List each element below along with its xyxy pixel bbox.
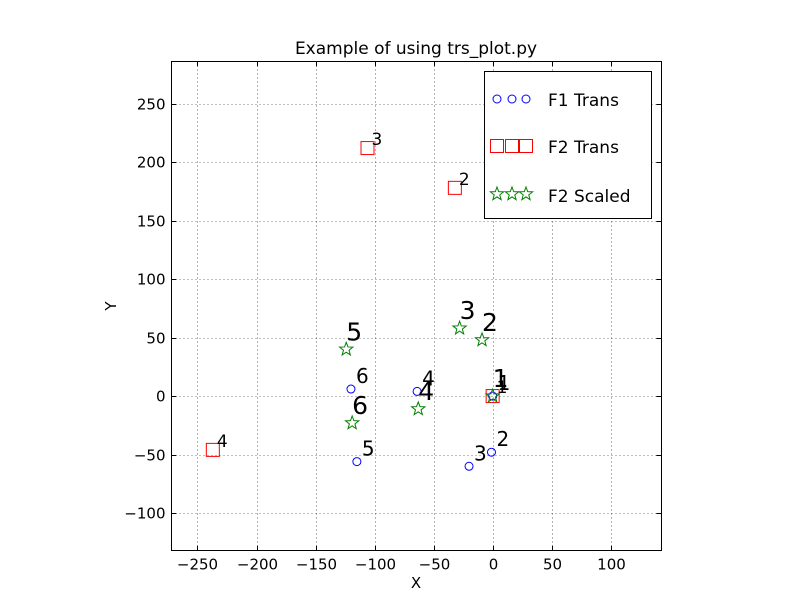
- point-label-star-1: 1: [493, 364, 509, 393]
- point-label-star-6: 6: [352, 391, 368, 420]
- data-markers: [205, 141, 501, 471]
- point-label-circle-4: 4: [422, 366, 435, 390]
- x-tick-label: 0: [489, 556, 499, 574]
- y-tick-label: 250: [137, 96, 166, 114]
- y-axis-label: Y: [102, 301, 120, 312]
- x-tick-label: −200: [237, 556, 278, 574]
- legend-marker-square: [505, 139, 519, 153]
- marker-square-4: [205, 442, 220, 457]
- point-label-square-3: 3: [372, 130, 383, 150]
- marker-star-5: [338, 340, 355, 357]
- point-label-star-5: 5: [346, 317, 362, 346]
- point-label-circle-3: 3: [474, 441, 487, 465]
- legend-entry-f2-trans: F2 Trans: [548, 138, 619, 158]
- y-tick-label: −50: [134, 447, 166, 465]
- point-label-star-2: 2: [482, 308, 498, 337]
- x-tick-label: −100: [355, 556, 396, 574]
- legend-marker-circle: [492, 94, 502, 104]
- point-label-square-4: 4: [217, 432, 228, 452]
- marker-star-3: [451, 319, 468, 336]
- y-tick-label: 0: [156, 388, 166, 406]
- point-label-circle-2: 2: [496, 427, 509, 451]
- x-axis-label: X: [411, 574, 421, 592]
- point-label-square-2: 2: [459, 170, 470, 190]
- plot-frame: [171, 61, 662, 551]
- marker-circle-4: [412, 386, 422, 396]
- legend-markers: [488, 94, 535, 201]
- x-tick-label: 50: [543, 556, 562, 574]
- point-label-circle-1: 1: [498, 371, 511, 395]
- legend-marker-circle: [521, 94, 531, 104]
- marker-square-3: [360, 141, 375, 156]
- marker-circle-2: [486, 447, 496, 457]
- y-tick-label: −100: [124, 505, 165, 523]
- marker-circle-6: [346, 384, 356, 394]
- marker-square-2: [447, 180, 462, 195]
- grid: [171, 61, 662, 551]
- legend-marker-star: [517, 185, 535, 201]
- y-tick-label: 100: [137, 271, 166, 289]
- marker-star-6: [344, 414, 361, 430]
- marker-star-2: [473, 331, 491, 347]
- marker-circle-3: [464, 461, 474, 471]
- legend-marker-star: [488, 185, 506, 201]
- point-label-circle-6: 6: [356, 364, 369, 388]
- y-tick-label: 150: [137, 213, 166, 231]
- legend-marker-square: [490, 139, 504, 153]
- point-label-star-3: 3: [460, 296, 476, 325]
- x-tick-label: 100: [597, 556, 626, 574]
- legend: F1 Trans F2 Trans F2 Scaled: [484, 71, 652, 219]
- marker-star-1: [484, 387, 501, 403]
- x-tick-label: −150: [296, 556, 337, 574]
- axis-ticks: −250 −200 −150 −100 −50 0 50 100−100−5005010015…: [124, 61, 662, 574]
- x-tick-label: −250: [177, 556, 218, 574]
- chart-title: Example of using trs_plot.py: [295, 39, 537, 59]
- point-label-star-4: 4: [418, 377, 434, 406]
- marker-star-4: [410, 400, 427, 416]
- legend-entry-f2-scaled: F2 Scaled: [548, 187, 631, 207]
- legend-box: [484, 71, 652, 219]
- legend-entry-f1-trans: F1 Trans: [548, 91, 619, 111]
- x-tick-label: −50: [419, 556, 451, 574]
- marker-circle-5: [352, 457, 362, 467]
- point-label-square-1: 1: [497, 378, 508, 398]
- legend-marker-square: [519, 139, 533, 153]
- point-label-circle-5: 5: [362, 437, 375, 461]
- legend-marker-star: [503, 185, 521, 201]
- y-tick-label: 200: [137, 154, 166, 172]
- legend-marker-circle: [507, 94, 517, 104]
- y-tick-label: 50: [146, 330, 165, 348]
